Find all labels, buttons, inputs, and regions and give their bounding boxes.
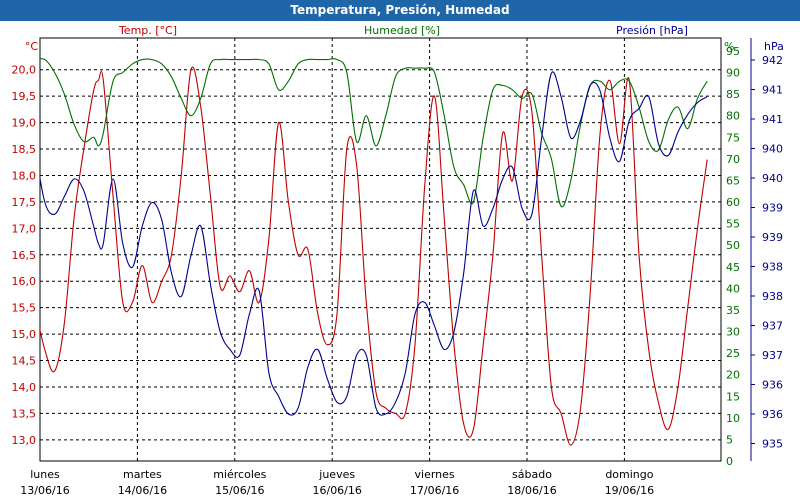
humidity-tick-label: 85 <box>726 88 740 101</box>
humidity-tick-label: 95 <box>726 45 740 58</box>
day-name-label: sábado <box>512 468 552 481</box>
day-date-label: 13/06/16 <box>20 484 69 497</box>
humidity-tick-label: 55 <box>726 218 740 231</box>
humidity-tick-label: 50 <box>726 239 740 252</box>
temp-tick-label: 19,5 <box>12 90 37 103</box>
humidity-tick-label: 90 <box>726 67 740 80</box>
pressure-tick-label: 937 <box>762 320 783 333</box>
humidity-tick-label: 65 <box>726 174 740 187</box>
humidity-series-label: Humedad [%] <box>364 24 440 37</box>
humidity-tick-label: 80 <box>726 110 740 123</box>
temp-tick-label: 15,5 <box>12 302 37 315</box>
day-date-label: 16/06/16 <box>312 484 361 497</box>
pressure-tick-label: 940 <box>762 143 783 156</box>
pressure-tick-label: 940 <box>762 172 783 185</box>
pressure-tick-label: 941 <box>762 84 783 97</box>
temp-tick-label: 14,5 <box>12 355 37 368</box>
temp-tick-label: 20,0 <box>12 64 37 77</box>
pressure-tick-label: 942 <box>762 54 783 67</box>
temp-tick-label: 14,0 <box>12 381 37 394</box>
plot-area <box>39 37 722 462</box>
pressure-tick-label: 941 <box>762 113 783 126</box>
humidity-tick-label: 0 <box>726 455 733 468</box>
pressure-series-label: Presión [hPa] <box>616 24 688 37</box>
window-title: Temperatura, Presión, Humedad <box>0 0 800 21</box>
pressure-axis: 942 941 941 940 940 939 939 938 938 937 937 936 936 9… <box>750 38 783 461</box>
temp-tick-label: 13,0 <box>12 434 37 447</box>
day-name-label: viernes <box>415 468 455 481</box>
temp-tick-label: 18,5 <box>12 143 37 156</box>
pressure-unit: hPa <box>764 40 784 53</box>
pressure-tick-label: 939 <box>762 202 783 215</box>
humidity-tick-label: 75 <box>726 131 740 144</box>
pressure-tick-label: 937 <box>762 349 783 362</box>
day-name-label: martes <box>123 468 162 481</box>
day-name-label: lunes <box>30 468 60 481</box>
pressure-tick-label: 938 <box>762 261 783 274</box>
day-name-label: jueves <box>318 468 355 481</box>
pressure-tick-label: 936 <box>762 379 783 392</box>
temp-tick-label: 16,0 <box>12 275 37 288</box>
pressure-tick-label: 939 <box>762 231 783 244</box>
humidity-tick-label: 30 <box>726 326 740 339</box>
pressure-tick-label: 936 <box>762 408 783 421</box>
humidity-tick-label: 40 <box>726 282 740 295</box>
temp-tick-label: 19,0 <box>12 117 37 130</box>
day-name-label: domingo <box>605 468 653 481</box>
pressure-tick-label: 935 <box>762 438 783 451</box>
temp-tick-label: 17,0 <box>12 222 37 235</box>
day-date-label: 19/06/16 <box>605 484 654 497</box>
day-date-label: 14/06/16 <box>118 484 167 497</box>
day-date-label: 18/06/16 <box>507 484 556 497</box>
humidity-tick-label: 15 <box>726 390 740 403</box>
temp-tick-label: 16,5 <box>12 249 37 262</box>
humidity-tick-label: 10 <box>726 412 740 425</box>
pres-series-line <box>40 71 708 416</box>
humidity-tick-label: 20 <box>726 369 740 382</box>
day-date-label: 17/06/16 <box>410 484 459 497</box>
temp-tick-label: 17,5 <box>12 196 37 209</box>
humidity-tick-label: 70 <box>726 153 740 166</box>
humidity-unit: % <box>724 40 734 53</box>
temp-series-label: Temp. [°C] <box>118 24 177 37</box>
x-axis: lunes 13/06/16 martes 14/06/16 miércoles 15/0… <box>20 468 654 497</box>
temp-tick-label: 15,0 <box>12 328 37 341</box>
humidity-tick-label: 60 <box>726 196 740 209</box>
humidity-tick-label: 5 <box>726 433 733 446</box>
day-date-label: 15/06/16 <box>215 484 264 497</box>
humidity-tick-label: 45 <box>726 261 740 274</box>
temp-axis: 20,0 19,5 19,0 18,5 18,0 17,5 17,0 16,5 16,0 15,5… <box>12 64 37 447</box>
series-group <box>40 58 708 446</box>
day-name-label: miércoles <box>213 468 266 481</box>
temp-series-line <box>40 66 708 446</box>
pressure-tick-label: 938 <box>762 290 783 303</box>
hum-series-line <box>40 58 708 208</box>
temp-tick-label: 18,0 <box>12 169 37 182</box>
humidity-tick-label: 25 <box>726 347 740 360</box>
humidity-tick-label: 35 <box>726 304 740 317</box>
temp-unit: °C <box>25 40 39 53</box>
temp-tick-label: 13,5 <box>12 407 37 420</box>
